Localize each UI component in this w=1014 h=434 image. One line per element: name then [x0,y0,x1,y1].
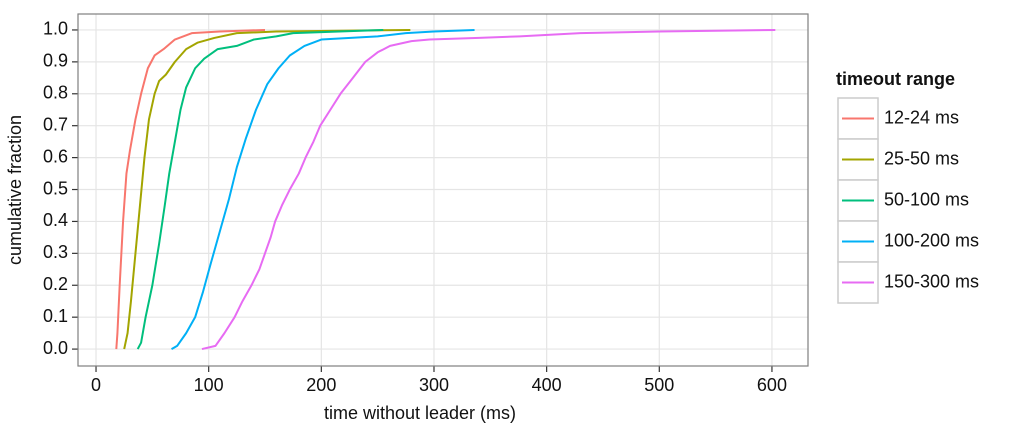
series-line [123,28,411,350]
y-tick-label: 0.3 [43,242,68,262]
y-tick-label: 0.2 [43,274,68,294]
x-axis-label: time without leader (ms) [324,403,516,423]
y-tick-label: 0.7 [43,114,68,134]
series-line [115,28,266,350]
x-tick-label: 600 [757,375,787,395]
x-tick-label: 200 [306,375,336,395]
series-line [171,28,475,350]
x-tick-label: 500 [644,375,674,395]
legend-label: 150-300 ms [884,271,979,291]
series-line [201,28,776,351]
y-tick-label: 0.8 [43,83,68,103]
x-tick-label: 0 [91,375,101,395]
x-tick-label: 300 [419,375,449,395]
legend-label: 25-50 ms [884,148,959,168]
y-tick-label: 0.5 [43,178,68,198]
legend-label: 100-200 ms [884,230,979,250]
plot-border [77,13,809,367]
y-tick-label: 0.1 [43,306,68,326]
y-tick-label: 1.0 [43,19,68,39]
y-tick-label: 0.4 [43,210,68,230]
y-tick-label: 0.6 [43,146,68,166]
legend-label: 50-100 ms [884,189,969,209]
x-tick-label: 400 [532,375,562,395]
legend-title: timeout range [836,69,955,89]
legend-label: 12-24 ms [884,107,959,127]
y-axis-label: cumulative fraction [5,115,25,265]
x-tick-label: 100 [194,375,224,395]
y-tick-label: 0.9 [43,51,68,71]
series-line [136,28,384,350]
y-tick-label: 0.0 [43,338,68,358]
